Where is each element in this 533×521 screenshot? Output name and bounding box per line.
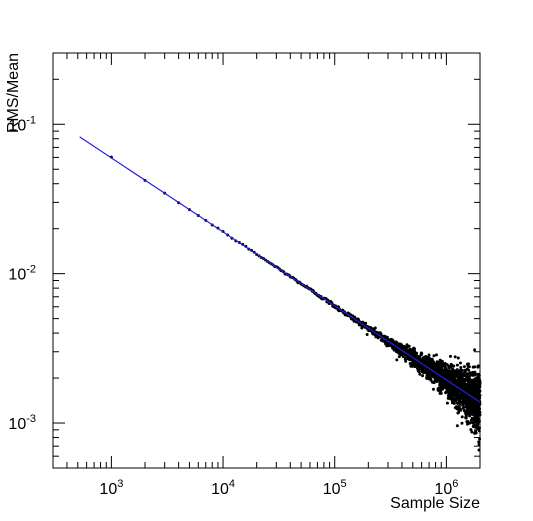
y-tick-label: 10-2 xyxy=(8,264,36,284)
data-point xyxy=(453,355,457,359)
x-tick-label: 106 xyxy=(434,478,458,498)
data-point xyxy=(468,414,472,418)
fit-line-group xyxy=(79,136,481,403)
data-point xyxy=(478,389,482,393)
y-tick-label: 10-1 xyxy=(8,114,36,134)
data-point xyxy=(452,401,456,405)
data-point xyxy=(460,368,464,372)
data-point xyxy=(458,361,462,365)
data-point xyxy=(441,387,444,391)
data-point xyxy=(407,344,411,348)
data-point xyxy=(477,419,481,423)
data-point xyxy=(439,389,443,393)
data-point xyxy=(467,365,471,369)
data-point xyxy=(365,333,369,337)
data-point xyxy=(460,421,464,425)
data-point xyxy=(478,437,482,441)
y-tick-label: 10-3 xyxy=(8,413,36,433)
data-point xyxy=(467,362,471,366)
data-point xyxy=(395,358,399,362)
data-point xyxy=(472,423,476,427)
data-point xyxy=(478,393,482,397)
data-point xyxy=(364,321,368,325)
fit-line xyxy=(79,136,481,403)
data-point xyxy=(401,355,405,359)
data-point xyxy=(478,396,482,400)
x-tick-label: 103 xyxy=(99,478,123,498)
plot-frame xyxy=(52,52,481,469)
data-point xyxy=(440,360,444,364)
data-point xyxy=(410,364,414,368)
data-point xyxy=(456,356,460,360)
data-point xyxy=(421,374,425,378)
data-point xyxy=(476,422,480,426)
data-point xyxy=(477,426,481,430)
data-point xyxy=(464,414,468,418)
data-point xyxy=(477,448,481,452)
data-point xyxy=(478,410,482,414)
data-point xyxy=(476,364,480,368)
data-point xyxy=(459,365,463,369)
data-point xyxy=(379,332,383,336)
x-tick-label: 105 xyxy=(323,478,347,498)
data-point xyxy=(473,365,477,369)
data-point xyxy=(478,402,482,406)
data-point xyxy=(477,442,481,446)
data-point xyxy=(463,409,467,413)
y-axis-ticks: 10-3 10-2 10-1 xyxy=(8,78,480,469)
data-point xyxy=(446,368,450,372)
data-points xyxy=(109,155,482,452)
data-point xyxy=(432,354,436,358)
data-point xyxy=(431,387,435,391)
data-point xyxy=(453,376,457,380)
data-point xyxy=(455,424,459,428)
data-point xyxy=(469,428,473,432)
data-point xyxy=(460,415,464,419)
data-point xyxy=(418,372,422,376)
data-point xyxy=(445,401,449,405)
x-axis-title: Sample Size xyxy=(390,495,480,512)
data-point xyxy=(477,440,481,444)
data-point xyxy=(470,430,474,434)
data-point xyxy=(474,431,478,435)
data-point xyxy=(413,349,417,353)
data-point xyxy=(477,374,481,378)
data-point xyxy=(455,363,459,367)
data-point xyxy=(468,421,472,425)
data-point xyxy=(478,413,482,417)
data-point xyxy=(415,351,419,355)
data-point xyxy=(448,354,452,358)
data-point xyxy=(373,326,377,330)
y-axis-title: RMS/Mean xyxy=(5,53,22,133)
data-point xyxy=(452,364,456,368)
data-point xyxy=(459,408,463,412)
data-point xyxy=(360,326,364,330)
data-point xyxy=(478,379,482,383)
x-tick-label: 104 xyxy=(211,478,235,498)
data-point xyxy=(478,382,482,386)
data-point xyxy=(464,382,468,386)
data-point xyxy=(473,348,477,352)
data-point xyxy=(420,352,424,356)
data-point xyxy=(478,407,482,411)
data-point xyxy=(478,384,482,388)
data-point xyxy=(477,429,481,433)
x-axis-ticks: 103 104 105 106 xyxy=(52,53,481,498)
data-point xyxy=(427,353,431,357)
data-point xyxy=(439,391,443,395)
data-point xyxy=(466,422,470,426)
data-point xyxy=(462,365,466,369)
data-point xyxy=(434,353,438,357)
data-point xyxy=(412,347,416,351)
data-point xyxy=(471,421,475,425)
data-point xyxy=(467,368,471,372)
data-point xyxy=(474,372,478,376)
data-point xyxy=(404,359,408,363)
data-point xyxy=(477,417,481,421)
data-point xyxy=(405,343,409,347)
